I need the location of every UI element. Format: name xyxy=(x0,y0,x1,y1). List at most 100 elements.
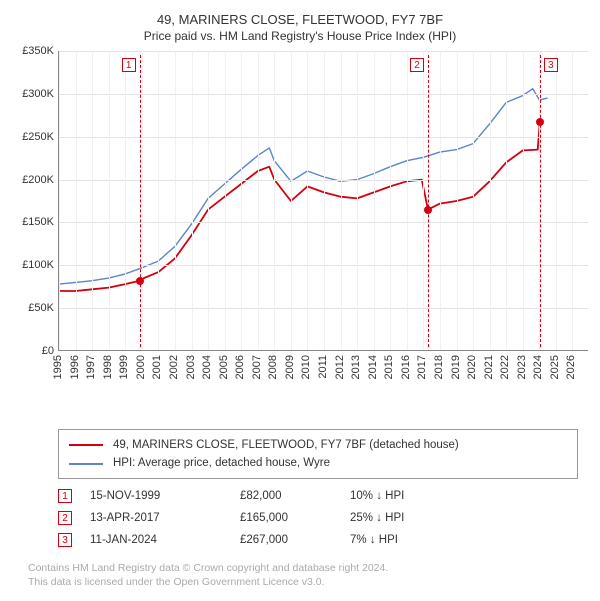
gridline-v xyxy=(423,51,424,350)
gridline-v xyxy=(241,51,242,350)
x-tick-label: 2010 xyxy=(300,355,312,379)
y-tick-label: £300K xyxy=(22,88,54,100)
gridline-v xyxy=(390,51,391,350)
sale-date: 13-APR-2017 xyxy=(90,512,240,524)
sale-hpi-diff: 25% ↓ HPI xyxy=(350,512,470,524)
gridline-v xyxy=(125,51,126,350)
sale-marker-line xyxy=(428,55,429,347)
y-tick-label: £250K xyxy=(22,131,54,143)
sale-index-box: 3 xyxy=(58,533,72,547)
sales-table: 115-NOV-1999£82,00010% ↓ HPI 2 13-APR-2017… xyxy=(58,485,588,551)
x-tick-label: 2013 xyxy=(350,355,362,379)
gridline-v xyxy=(324,51,325,350)
legend-swatch xyxy=(69,463,103,465)
x-tick-label: 1999 xyxy=(118,355,130,379)
x-tick-label: 2009 xyxy=(284,355,296,379)
sale-marker-box: 3 xyxy=(544,58,558,72)
x-tick-label: 2004 xyxy=(201,355,213,379)
chart-title: 49, MARINERS CLOSE, FLEETWOOD, FY7 7BF xyxy=(12,12,588,27)
x-tick-label: 2026 xyxy=(565,355,577,379)
chart-subtitle: Price paid vs. HM Land Registry's House … xyxy=(12,29,588,43)
sale-date: 11-JAN-2024 xyxy=(90,534,240,546)
x-tick-label: 2021 xyxy=(483,355,495,379)
legend: 49, MARINERS CLOSE, FLEETWOOD, FY7 7BF (… xyxy=(58,429,578,479)
legend-label: HPI: Average price, detached house, Wyre xyxy=(113,454,330,472)
sale-index-box: 2 xyxy=(58,511,72,525)
sale-price: £165,000 xyxy=(240,512,350,524)
sale-dot xyxy=(136,277,144,285)
sale-dot xyxy=(536,118,544,126)
y-tick-label: £50K xyxy=(28,302,54,314)
gridline-v xyxy=(490,51,491,350)
sale-marker-box: 2 xyxy=(410,58,424,72)
x-tick-label: 2024 xyxy=(532,355,544,379)
sale-dot xyxy=(424,206,432,214)
x-tick-label: 2002 xyxy=(168,355,180,379)
gridline-v xyxy=(440,51,441,350)
y-tick-label: £350K xyxy=(22,45,54,57)
sale-price: £82,000 xyxy=(240,490,350,502)
sale-price: £267,000 xyxy=(240,534,350,546)
x-tick-label: 2006 xyxy=(234,355,246,379)
gridline-v xyxy=(457,51,458,350)
y-axis: £0£50K£100K£150K£200K£250K£300K£350K xyxy=(12,51,58,351)
gridline-v xyxy=(374,51,375,350)
sale-row: 2 13-APR-2017£165,00025% ↓ HPI xyxy=(58,507,588,529)
x-tick-label: 2022 xyxy=(499,355,511,379)
x-tick-label: 2000 xyxy=(135,355,147,379)
x-tick-label: 2008 xyxy=(267,355,279,379)
y-tick-label: £100K xyxy=(22,259,54,271)
sale-hpi-diff: 10% ↓ HPI xyxy=(350,490,470,502)
x-tick-label: 1997 xyxy=(85,355,97,379)
x-tick-label: 2019 xyxy=(450,355,462,379)
gridline-v xyxy=(523,51,524,350)
gridline-v xyxy=(291,51,292,350)
x-tick-label: 2018 xyxy=(433,355,445,379)
gridline-v xyxy=(307,51,308,350)
footer-line-2: This data is licensed under the Open Gov… xyxy=(28,575,588,589)
x-tick-label: 2016 xyxy=(400,355,412,379)
sale-hpi-diff: 7% ↓ HPI xyxy=(350,534,470,546)
x-tick-label: 1996 xyxy=(69,355,81,379)
legend-item: 49, MARINERS CLOSE, FLEETWOOD, FY7 7BF (… xyxy=(69,436,567,454)
x-axis: 1995199619971998199920002001200220032004… xyxy=(58,351,588,391)
gridline-v xyxy=(506,51,507,350)
y-tick-label: £200K xyxy=(22,174,54,186)
series-hpi xyxy=(59,89,548,284)
x-tick-label: 2020 xyxy=(466,355,478,379)
gridline-v xyxy=(92,51,93,350)
plot-area: 1 2 3 xyxy=(58,51,588,351)
x-tick-label: 2017 xyxy=(416,355,428,379)
x-tick-label: 1998 xyxy=(102,355,114,379)
legend-item: HPI: Average price, detached house, Wyre xyxy=(69,454,567,472)
gridline-v xyxy=(142,51,143,350)
x-tick-label: 2011 xyxy=(317,355,329,379)
x-tick-label: 2014 xyxy=(367,355,379,379)
x-tick-label: 2012 xyxy=(334,355,346,379)
gridline-v xyxy=(572,51,573,350)
gridline-v xyxy=(258,51,259,350)
gridline-v xyxy=(175,51,176,350)
gridline-v xyxy=(341,51,342,350)
gridline-v xyxy=(59,51,60,350)
gridline-v xyxy=(158,51,159,350)
sale-marker-box: 1 xyxy=(122,58,136,72)
sale-row: 115-NOV-1999£82,00010% ↓ HPI xyxy=(58,485,588,507)
y-tick-label: £150K xyxy=(22,216,54,228)
gridline-v xyxy=(407,51,408,350)
sale-date: 15-NOV-1999 xyxy=(90,490,240,502)
footer: Contains HM Land Registry data © Crown c… xyxy=(28,561,588,589)
x-tick-label: 2001 xyxy=(151,355,163,379)
x-tick-label: 2023 xyxy=(516,355,528,379)
sale-marker-line xyxy=(140,55,141,347)
footer-line-1: Contains HM Land Registry data © Crown c… xyxy=(28,561,588,575)
chart: £0£50K£100K£150K£200K£250K£300K£350K 123… xyxy=(12,51,588,391)
gridline-v xyxy=(225,51,226,350)
gridline-v xyxy=(208,51,209,350)
gridline-v xyxy=(76,51,77,350)
x-tick-label: 2007 xyxy=(251,355,263,379)
gridline-v xyxy=(473,51,474,350)
gridline-v xyxy=(357,51,358,350)
legend-label: 49, MARINERS CLOSE, FLEETWOOD, FY7 7BF (… xyxy=(113,436,459,454)
gridline-v xyxy=(274,51,275,350)
